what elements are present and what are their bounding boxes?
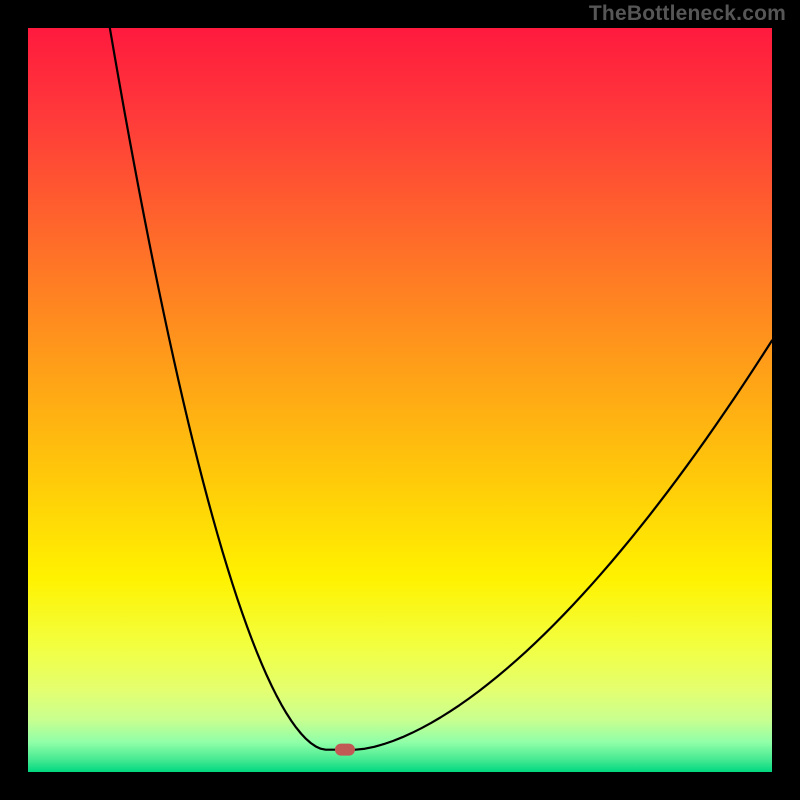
plot-area [28, 28, 772, 772]
bottleneck-chart [0, 0, 800, 800]
watermark-text: TheBottleneck.com [589, 2, 786, 26]
optimal-point-marker [335, 744, 355, 756]
